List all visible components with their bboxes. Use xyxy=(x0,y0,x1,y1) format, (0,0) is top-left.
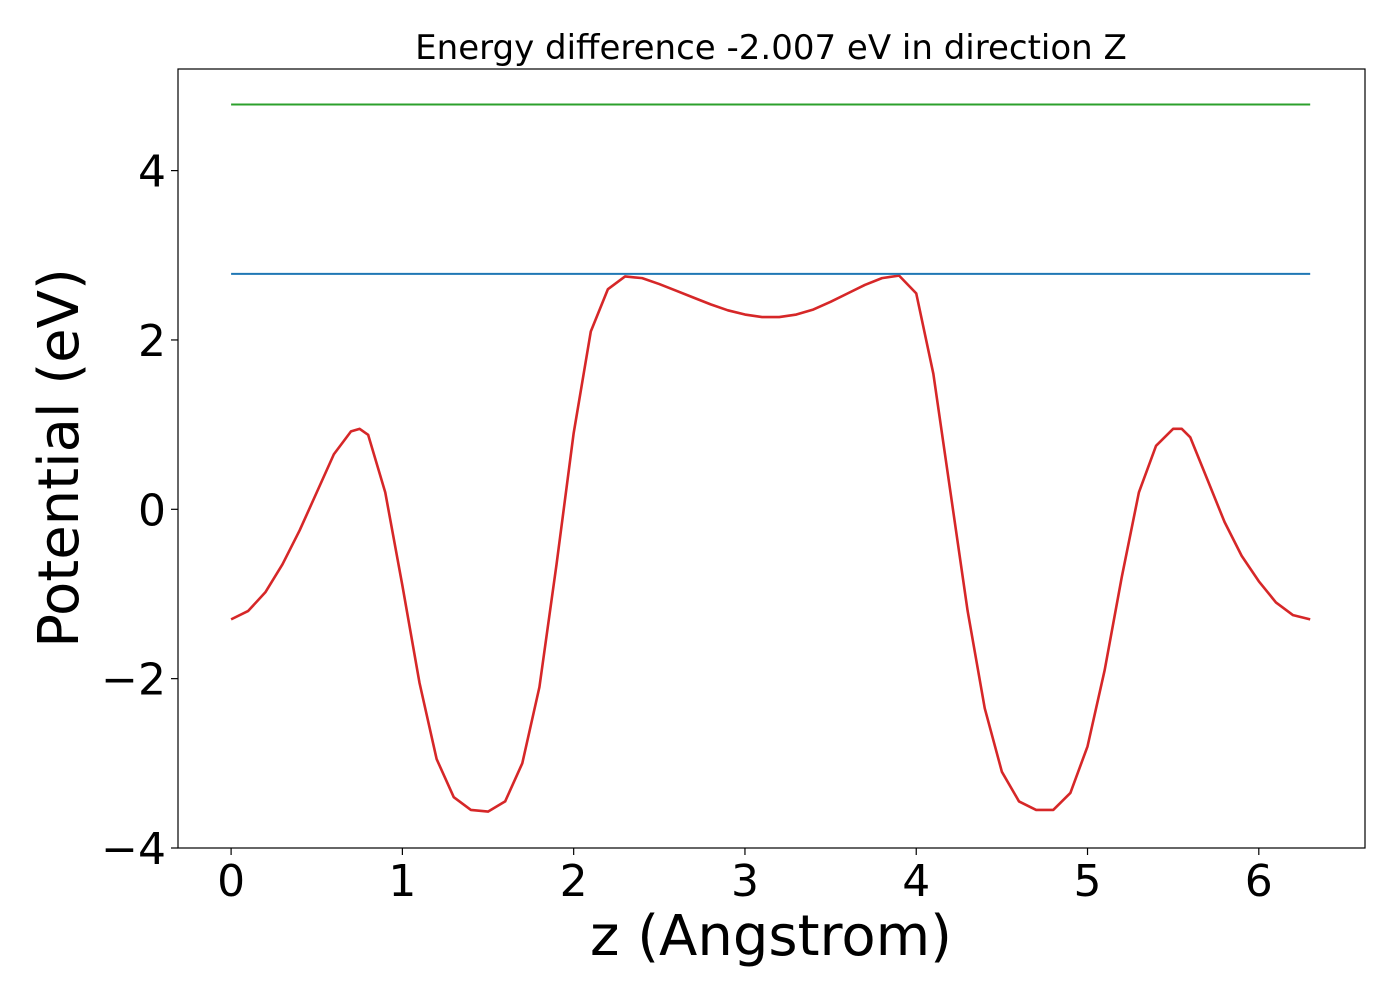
x-axis-ticks: 0 1 2 3 4 5 6 xyxy=(217,848,1273,907)
x-axis-title: z (Angstrom) xyxy=(590,904,952,969)
x-tick-label: 6 xyxy=(1245,856,1273,907)
y-tick-label: 2 xyxy=(138,316,166,367)
y-tick-label: 0 xyxy=(138,485,166,536)
chart-title: Energy difference -2.007 eV in direction… xyxy=(415,28,1127,68)
x-tick-label: 1 xyxy=(388,856,416,907)
y-tick-label: 4 xyxy=(138,147,166,198)
x-tick-label: 2 xyxy=(560,856,588,907)
y-axis-ticks: −4 −2 0 2 4 xyxy=(101,147,178,875)
x-tick-label: 3 xyxy=(731,856,759,907)
y-tick-label: −2 xyxy=(101,655,166,706)
x-tick-label: 4 xyxy=(902,856,930,907)
series-line-0 xyxy=(230,274,1311,813)
x-tick-label: 0 xyxy=(217,856,245,907)
plot-lines xyxy=(230,103,1311,813)
plot-frame xyxy=(177,68,1366,849)
y-tick-label: −4 xyxy=(101,824,166,875)
x-tick-label: 5 xyxy=(1074,856,1102,907)
y-axis-title: Potential (eV) xyxy=(27,268,92,648)
